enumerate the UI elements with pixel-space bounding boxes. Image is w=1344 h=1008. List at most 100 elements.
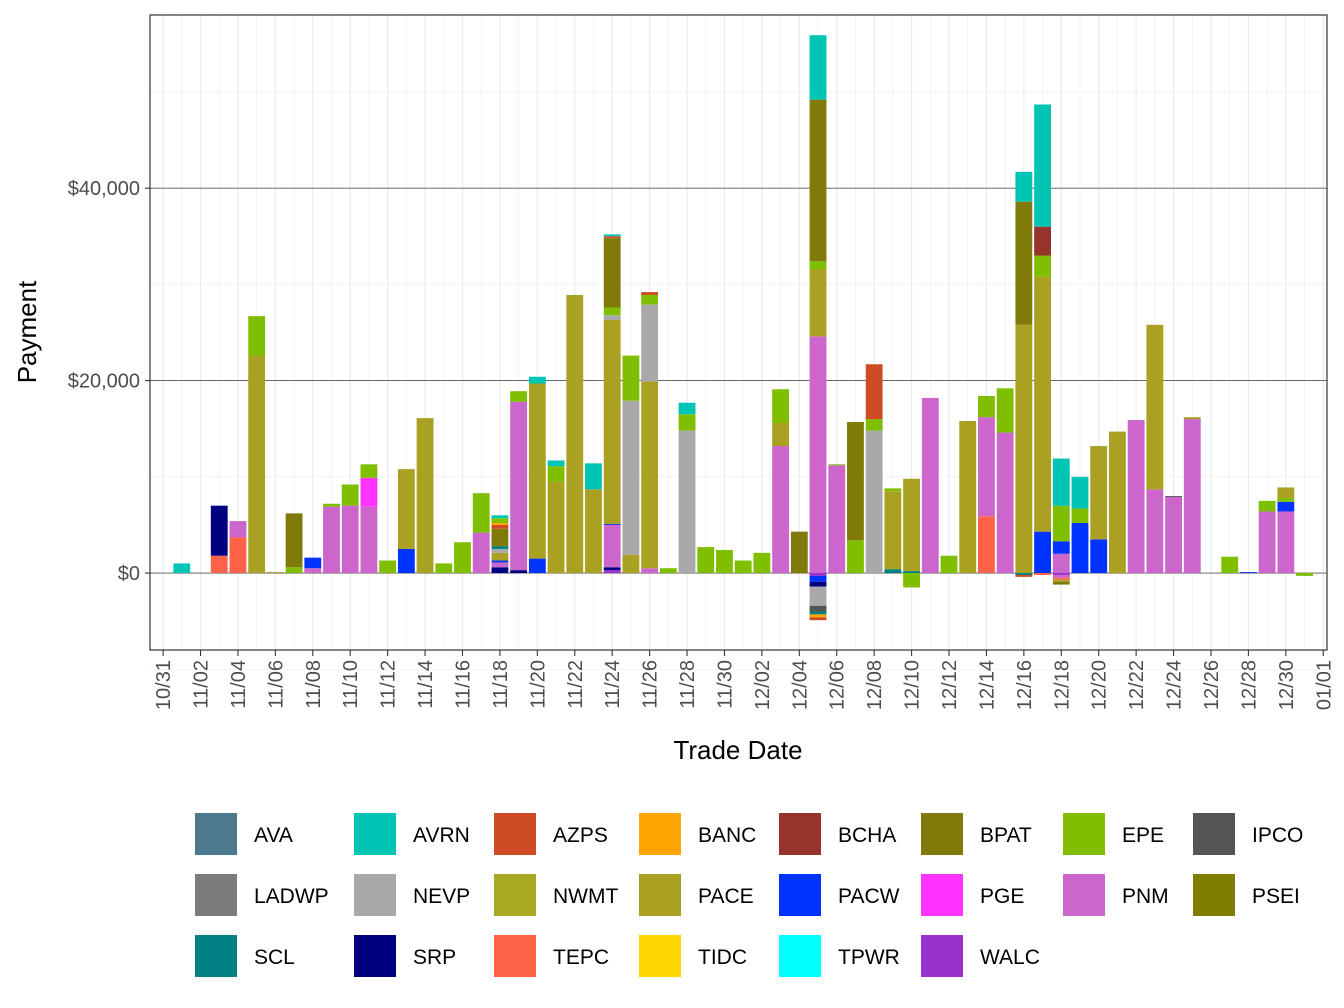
bar-segment-epe xyxy=(1071,508,1089,523)
bar-segment-epe xyxy=(996,388,1014,433)
bar-segment-epe xyxy=(940,555,958,574)
legend-swatch-ladwp xyxy=(195,874,237,916)
x-tick-label: 11/18 xyxy=(490,660,512,709)
bar-segment-walc xyxy=(1052,573,1070,575)
legend-label-bcha: BCHA xyxy=(838,824,896,847)
bar-segment-nevp xyxy=(809,586,827,606)
bar-segment-pnm xyxy=(1258,511,1276,574)
bar-segment-bcha xyxy=(1034,226,1051,256)
bar-segment-epe xyxy=(753,552,771,574)
x-axis-title: Trade Date xyxy=(673,735,802,765)
bar-segment-pacw xyxy=(304,557,322,569)
legend-swatch-scl xyxy=(195,935,237,977)
x-tick-label: 11/04 xyxy=(228,660,250,709)
plot-panel-border xyxy=(149,14,1328,651)
bar-segment-pace xyxy=(641,381,659,569)
bar-segment-avrn xyxy=(547,460,565,467)
bar-segment-pnm xyxy=(828,465,846,574)
legend-label-pge: PGE xyxy=(980,885,1024,908)
legend-swatch-ipco xyxy=(1193,813,1235,855)
x-tick-label: 11/12 xyxy=(378,660,400,709)
legend-label-tepc: TEPC xyxy=(553,946,609,969)
bar-segment-walc xyxy=(809,573,827,576)
x-tick-label: 12/30 xyxy=(1276,660,1298,710)
bar-segment-pnm xyxy=(1183,419,1201,574)
bar-segment-pace xyxy=(809,269,827,337)
x-tick-label: 12/04 xyxy=(789,660,811,710)
bar-segment-pacw xyxy=(528,558,546,574)
bar-segment-ipco xyxy=(1165,496,1182,498)
bar-segment-pacw xyxy=(809,575,827,582)
bar-segment-pacw xyxy=(491,560,509,563)
bar-segment-scl xyxy=(809,611,827,615)
legend-label-scl: SCL xyxy=(254,946,295,969)
bar-segment-nevp xyxy=(641,304,659,382)
bar-segment-walc xyxy=(603,570,621,574)
bar-segment-nevp xyxy=(865,430,883,574)
bar-segment-epe xyxy=(547,466,565,482)
y-axis-title: Payment xyxy=(12,280,42,383)
legend-label-pnm: PNM xyxy=(1122,885,1169,908)
bar-segment-avrn xyxy=(491,515,509,519)
legend-label-epe: EPE xyxy=(1122,824,1164,847)
bar-segment-avrn xyxy=(1052,458,1070,506)
bar-segment-epe xyxy=(884,488,902,492)
bar-segment-azps xyxy=(491,524,509,529)
bar-segment-epe xyxy=(1296,573,1313,576)
x-tick-label: 11/16 xyxy=(452,660,474,709)
bar-segment-avrn xyxy=(585,463,602,490)
x-tick-label: 11/30 xyxy=(714,660,736,709)
bar-segment-pace xyxy=(585,489,602,574)
legend-swatch-bcha xyxy=(779,813,821,855)
bar-segment-ipco xyxy=(809,605,827,612)
bar-segment-epe xyxy=(978,396,995,418)
legend-swatch-pace xyxy=(639,874,681,916)
bar-segment-pnm xyxy=(1277,511,1295,574)
bar-segment-azps xyxy=(603,236,621,239)
bar-segment-banc xyxy=(491,523,509,525)
legend-label-ladwp: LADWP xyxy=(254,885,329,908)
bar-segment-nevp xyxy=(678,430,696,574)
bar-segment-epe xyxy=(772,389,790,423)
legend-swatch-psei xyxy=(1193,874,1235,916)
x-tick-label: 11/28 xyxy=(677,660,699,709)
legend-swatch-pge xyxy=(921,874,963,916)
bar-segment-pnm xyxy=(641,568,659,574)
bar-segment-pace xyxy=(248,355,266,574)
bar-segment-epe xyxy=(1277,497,1295,502)
legend-label-ava: AVA xyxy=(254,824,293,847)
x-tick-label: 12/12 xyxy=(939,660,961,710)
bar-segment-pace xyxy=(491,552,509,561)
legend-swatch-nevp xyxy=(354,874,396,916)
bar-segment-epe xyxy=(510,391,528,402)
bar-segment-epe xyxy=(641,294,659,305)
bar-segment-avrn xyxy=(173,563,191,574)
bar-segment-pnm xyxy=(229,521,247,538)
bar-segment-tepc xyxy=(978,516,995,574)
y-tick-label: $40,000 xyxy=(68,178,140,200)
bar-segment-epe xyxy=(697,547,715,574)
bar-segment-epe xyxy=(1221,556,1239,574)
bar-segment-srp xyxy=(510,570,528,574)
bar-segment-pacw xyxy=(1052,541,1070,554)
legend-swatch-tpwr xyxy=(779,935,821,977)
bar-segment-epe xyxy=(360,464,378,478)
bar-segment-srp xyxy=(210,505,228,556)
x-tick-label: 12/28 xyxy=(1238,660,1260,710)
bar-segment-pace xyxy=(1109,431,1126,574)
bar-segment-pace xyxy=(1034,276,1051,532)
bar-segment-epe xyxy=(248,316,266,356)
bar-segment-pacw xyxy=(1277,501,1295,512)
bar-segment-nevp xyxy=(491,548,509,553)
bar-segment-pnm xyxy=(1127,420,1145,574)
bar-segment-epe xyxy=(847,540,864,574)
legend-label-psei: PSEI xyxy=(1252,885,1300,908)
legend-label-avrn: AVRN xyxy=(413,824,470,847)
bar-segment-nevp xyxy=(622,400,640,555)
bar-segment-epe xyxy=(379,560,397,574)
x-tick-label: 12/18 xyxy=(1051,660,1073,710)
bar-segment-bpat xyxy=(603,238,621,308)
x-tick-label: 11/24 xyxy=(602,660,624,709)
bar-segment-pnm xyxy=(603,524,621,568)
bar-segment-pace xyxy=(397,469,415,549)
